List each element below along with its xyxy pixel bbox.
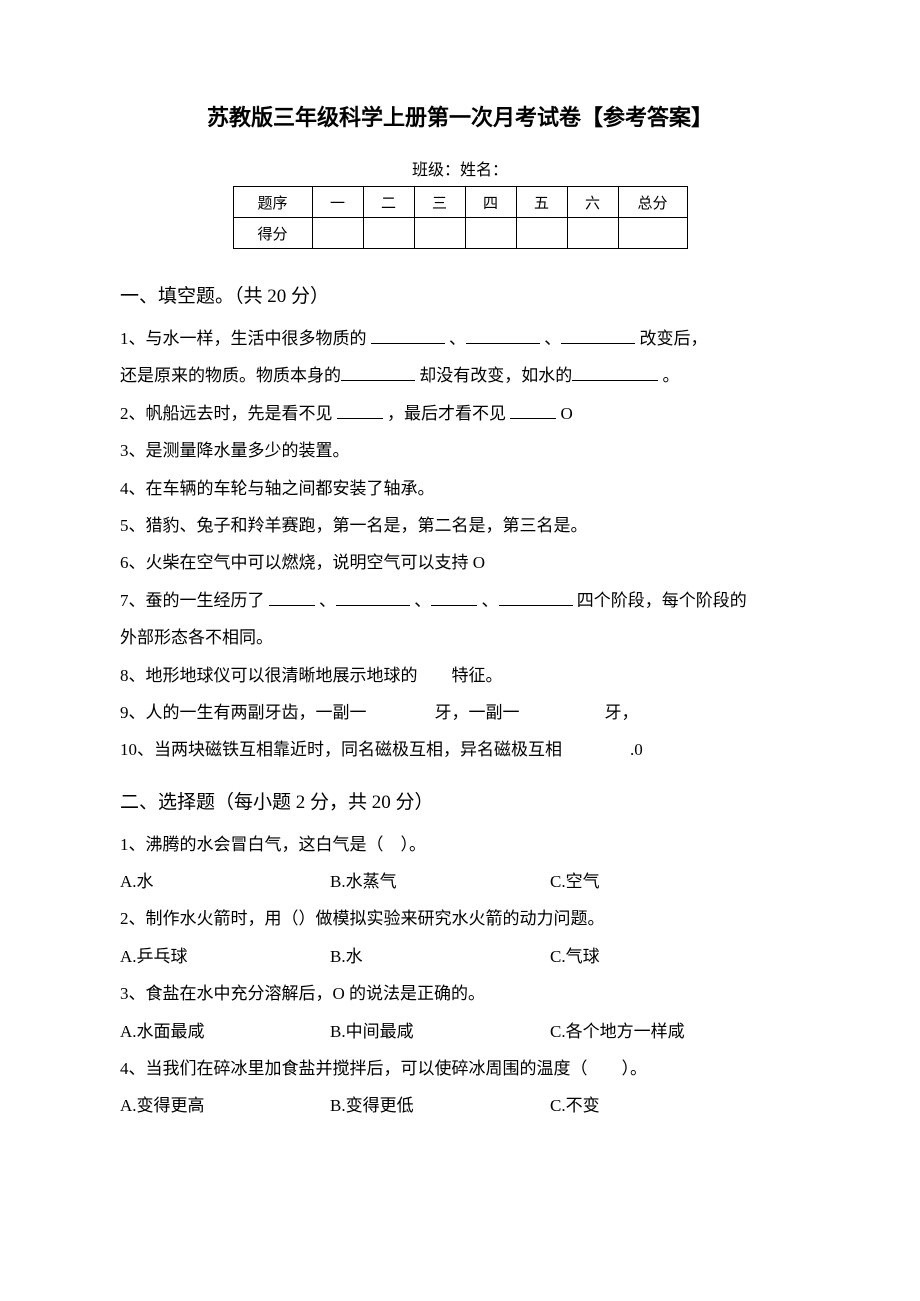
blank [572,363,658,381]
q-text: 1、与水一样，生活中很多物质的 [120,329,371,348]
s2-q4: 4、当我们在碎冰里加食盐并搅拌后，可以使碎冰周围的温度（ ）。 [120,1050,800,1087]
s2-q1: 1、沸腾的水会冒白气，这白气是（ ）。 [120,826,800,863]
option-b: B.水 [330,938,550,975]
q-text: 。 [663,366,680,385]
score-cell [363,218,414,249]
score-cell [618,218,687,249]
option-a: A.水面最咸 [120,1013,330,1050]
option-b: B.中间最咸 [330,1013,550,1050]
option-c: C.各个地方一样咸 [550,1013,800,1050]
q-text: 、 [482,591,499,610]
s1-q5: 5、猎豹、兔子和羚羊赛跑，第一名是，第二名是，第三名是。 [120,507,800,544]
q-text: 、 [414,591,431,610]
score-cell [516,218,567,249]
s2-q2: 2、制作水火箭时，用（）做模拟实验来研究水火箭的动力问题。 [120,900,800,937]
blank [337,401,383,419]
score-table: 题序 一 二 三 四 五 六 总分 得分 [233,186,688,249]
s1-q7: 7、蚕的一生经历了 、 、 、 四个阶段，每个阶段的 [120,582,800,619]
q-text: 2、帆船远去时，先是看不见 [120,404,337,423]
s1-q3: 3、是测量降水量多少的装置。 [120,432,800,469]
section-1-title: 一、填空题。（共 20 分） [120,281,800,308]
blank [371,326,445,344]
option-b: B.变得更低 [330,1087,550,1124]
blank [510,401,556,419]
s1-q1: 1、与水一样，生活中很多物质的 、 、 改变后， [120,320,800,357]
s2-q4-options: A.变得更高 B.变得更低 C.不变 [120,1087,800,1124]
exam-title: 苏教版三年级科学上册第一次月考试卷【参考答案】 [120,100,800,132]
s2-q3-options: A.水面最咸 B.中间最咸 C.各个地方一样咸 [120,1013,800,1050]
col-header: 六 [567,187,618,218]
col-header: 二 [363,187,414,218]
option-c: C.空气 [550,863,800,900]
s1-q7-line2: 外部形态各不相同。 [120,619,800,656]
q-text: 还是原来的物质。物质本身的 [120,366,341,385]
q-text: 、 [544,329,561,348]
exam-page: 苏教版三年级科学上册第一次月考试卷【参考答案】 班级：姓名： 题序 一 二 三 … [0,0,920,1301]
section-2-title: 二、选择题（每小题 2 分，共 20 分） [120,787,800,814]
option-a: A.水 [120,863,330,900]
col-header: 四 [465,187,516,218]
s1-q2: 2、帆船远去时，先是看不见 ，最后才看不见 O [120,395,800,432]
blank [561,326,635,344]
s1-q6: 6、火柴在空气中可以燃烧，说明空气可以支持 O [120,544,800,581]
col-header: 三 [414,187,465,218]
col-header: 五 [516,187,567,218]
blank [341,363,415,381]
q-text: ，最后才看不见 [387,404,510,423]
q-text: 改变后， [640,329,708,348]
s2-q2-options: A.乒乓球 B.水 C.气球 [120,938,800,975]
s1-q10: 10、当两块磁铁互相靠近时，同名磁极互相，异名磁极互相 .0 [120,731,800,768]
score-cell [567,218,618,249]
q-text: 、 [449,329,466,348]
option-c: C.不变 [550,1087,800,1124]
s2-q1-options: A.水 B.水蒸气 C.空气 [120,863,800,900]
score-cell [414,218,465,249]
col-total: 总分 [618,187,687,218]
s2-q3: 3、食盐在水中充分溶解后，O 的说法是正确的。 [120,975,800,1012]
blank [431,588,477,606]
class-name-line: 班级：姓名： [120,156,800,180]
q-text: 四个阶段，每个阶段的 [577,591,747,610]
q-text: O [561,404,573,423]
score-cell [312,218,363,249]
option-a: A.乒乓球 [120,938,330,975]
option-a: A.变得更高 [120,1087,330,1124]
q-text: 却没有改变，如水的 [419,366,572,385]
s1-q8: 8、地形地球仪可以很清晰地展示地球的 特征。 [120,657,800,694]
s1-q4: 4、在车辆的车轮与轴之间都安装了轴承。 [120,470,800,507]
col-header: 一 [312,187,363,218]
table-row: 题序 一 二 三 四 五 六 总分 [233,187,687,218]
blank [336,588,410,606]
s1-q1-line2: 还是原来的物质。物质本身的 却没有改变，如水的 。 [120,357,800,394]
blank [499,588,573,606]
table-row: 得分 [233,218,687,249]
q-text: 、 [319,591,336,610]
s1-q9: 9、人的一生有两副牙齿，一副一 牙，一副一 牙， [120,694,800,731]
blank [269,588,315,606]
blank [466,326,540,344]
row-label: 得分 [233,218,312,249]
q-text: 7、蚕的一生经历了 [120,591,269,610]
row-label: 题序 [233,187,312,218]
option-b: B.水蒸气 [330,863,550,900]
option-c: C.气球 [550,938,800,975]
score-cell [465,218,516,249]
